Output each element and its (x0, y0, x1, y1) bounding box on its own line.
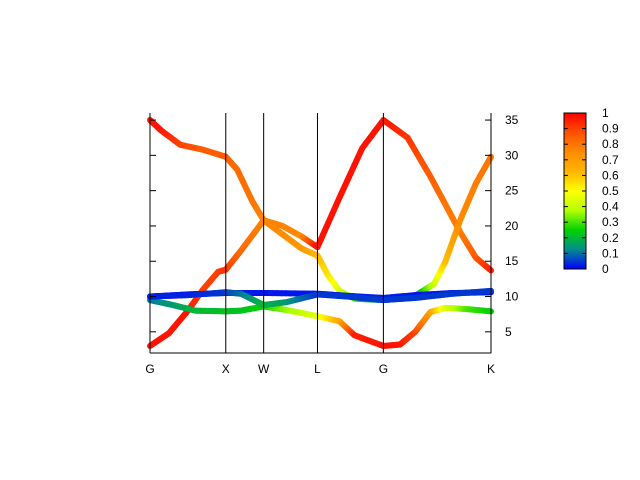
x-tick-label: G (145, 362, 154, 376)
colorbar-tick-label: 0.3 (602, 215, 619, 229)
y-tick-labels: 5 10 15 20 25 30 35 (505, 113, 519, 339)
colorbar-tick-label: 1 (602, 106, 609, 120)
colorbar-tick-label: 0.7 (602, 153, 619, 167)
y-tick-label: 15 (505, 254, 519, 268)
x-tick-label: L (314, 362, 321, 376)
y-tick-label: 30 (505, 148, 519, 162)
colorbar-tick-label: 0.9 (602, 122, 619, 136)
y-tick-label: 20 (505, 219, 519, 233)
colorbar-tick-labels: 0 0.10.2 0.30.4 0.5 0.60.7 0.80.9 1 (564, 106, 619, 276)
y-tick-label: 5 (505, 325, 512, 339)
colorbar-tick-label: 0.2 (602, 231, 619, 245)
x-tick-label: W (258, 362, 270, 376)
colorbar-tick-label: 0.8 (602, 137, 619, 151)
y-tick-label: 35 (505, 113, 519, 127)
x-tick-label: X (222, 362, 230, 376)
plot-axes (149, 113, 492, 354)
y-tick-label: 10 (505, 290, 519, 304)
colorbar-tick-label: 0 (602, 262, 609, 276)
x-tick-label: G (379, 362, 388, 376)
colorbar-tick-label: 0.5 (602, 184, 619, 198)
colorbar-tick-label: 0.4 (602, 200, 619, 214)
y-tick-label: 25 (505, 184, 519, 198)
band-lines (147, 117, 494, 349)
colorbar-tick-label: 0.6 (602, 168, 619, 182)
x-tick-label: K (487, 362, 495, 376)
colorbar-tick-label: 0.1 (602, 246, 619, 260)
